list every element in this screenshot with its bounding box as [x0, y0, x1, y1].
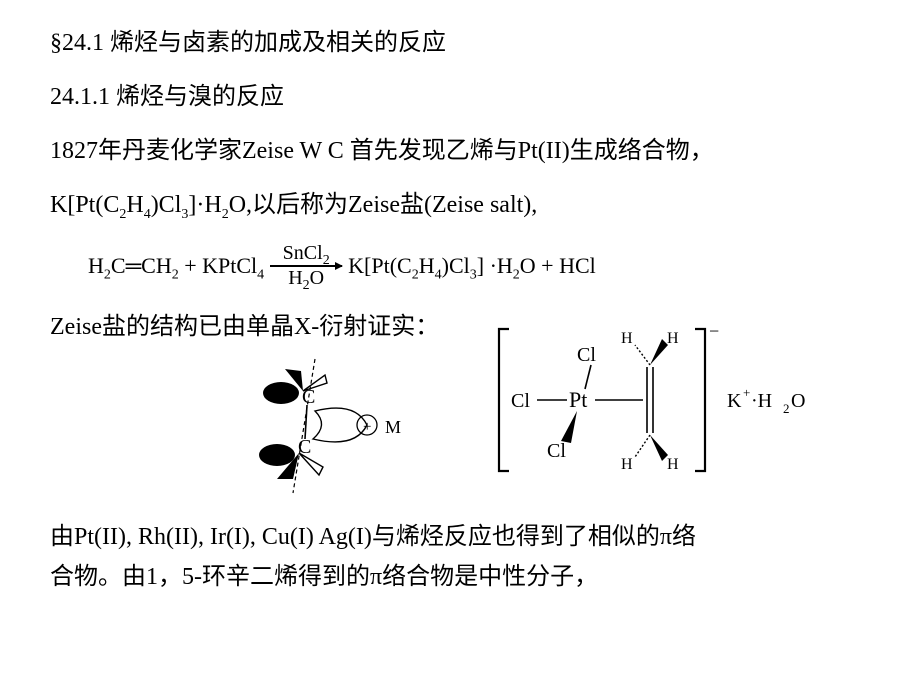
- eq-rsub2: 4: [435, 267, 442, 282]
- eq-plus-kptcl: + KPtCl: [179, 253, 257, 278]
- complex-dot: ·H: [751, 390, 772, 412]
- complex-h2s: 2: [783, 401, 790, 416]
- orbital-diagram: C C + M: [255, 353, 425, 503]
- eq-rbrh: ] ·H: [477, 253, 513, 278]
- eq-rsub1: 2: [412, 267, 419, 282]
- arrow-line-icon: [270, 265, 342, 267]
- orb-c2: C: [298, 436, 311, 458]
- paragraph-1-line-1: 1827年丹麦化学家Zeise W C 首先发现乙烯与Pt(II)生成络合物，: [50, 133, 875, 169]
- arrow-top-sncl: SnCl: [283, 242, 323, 264]
- complex-h2: H: [621, 330, 633, 347]
- eq-rcl: )Cl: [442, 253, 470, 278]
- eq-rsub4: 2: [513, 267, 520, 282]
- complex-h4: H: [621, 456, 633, 473]
- eq-arrow: SnCl 2 H2O: [270, 243, 342, 293]
- eq-rh: H: [419, 253, 435, 278]
- eq-rsub3: 3: [470, 267, 477, 282]
- eq-dbond: ═: [126, 253, 142, 278]
- eq-right: K[Pt(C2H4)Cl3] ·H2O + HCl: [348, 253, 596, 283]
- eq-ro: O + HCl: [520, 253, 596, 278]
- eq-ch: CH: [141, 253, 172, 278]
- eq-left: H2C═CH2 + KPtCl4: [88, 253, 264, 283]
- eq-sub-2a: 2: [104, 267, 111, 282]
- formula-h2: ]·H: [188, 192, 221, 218]
- eq-sub-2b: 2: [172, 267, 179, 282]
- complex-kplus: +: [743, 385, 750, 400]
- complex-h1: H: [667, 330, 679, 347]
- complex-k: K: [727, 390, 742, 412]
- formula-k-prefix: K[Pt(C: [50, 192, 119, 218]
- subsection-heading: 24.1.1 烯烃与溴的反应: [50, 79, 875, 115]
- orb-plus: +: [363, 419, 371, 435]
- paragraph-1-line-2: K[Pt(C2H4)Cl3]·H2O,以后称为Zeise盐(Zeise salt…: [50, 187, 875, 225]
- formula-sub-2b: 2: [222, 207, 229, 222]
- structure-caption: Zeise盐的结构已由单晶X-衍射证实：: [50, 305, 439, 345]
- reaction-equation: H2C═CH2 + KPtCl4 SnCl2 H2O K[Pt(C2H4)Cl3…: [88, 243, 875, 293]
- eq-k: K[Pt(C: [348, 253, 412, 278]
- complex-minus: −: [709, 321, 719, 341]
- orb-c1: C: [302, 386, 315, 408]
- eq-sub-4: 4: [257, 267, 264, 282]
- formula-suffix: O,以后称为Zeise盐(Zeise salt),: [229, 192, 538, 218]
- arrow-bot-h: H: [288, 267, 302, 289]
- complex-pt: Pt: [569, 387, 587, 412]
- complex-cl-left: Cl: [511, 390, 530, 412]
- arrow-bot-o: O: [310, 267, 324, 289]
- section-heading: §24.1 烯烃与卤素的加成及相关的反应: [50, 25, 875, 61]
- complex-cl-bot: Cl: [547, 440, 566, 462]
- eq-c: C: [111, 253, 126, 278]
- paragraph-3-line-2: 合物。由1，5-环辛二烯得到的π络合物是中性分子，: [50, 559, 875, 595]
- formula-cl: )Cl: [151, 192, 182, 218]
- arrow-bot-sub: 2: [303, 278, 310, 293]
- eq-arrow-bot: H2O: [288, 268, 324, 293]
- complex-h3: H: [667, 456, 679, 473]
- orb-m: M: [385, 417, 401, 437]
- zeise-complex-diagram: − Pt Cl Cl Cl H H H H: [495, 315, 805, 490]
- complex-cl-top: Cl: [577, 344, 596, 366]
- paragraph-3-line-1: 由Pt(II), Rh(II), Ir(I), Cu(I) Ag(I)与烯烃反应…: [50, 519, 875, 555]
- complex-o: O: [791, 390, 805, 412]
- formula-sub-4: 4: [144, 207, 151, 222]
- eq-h: H: [88, 253, 104, 278]
- formula-h: H: [126, 192, 143, 218]
